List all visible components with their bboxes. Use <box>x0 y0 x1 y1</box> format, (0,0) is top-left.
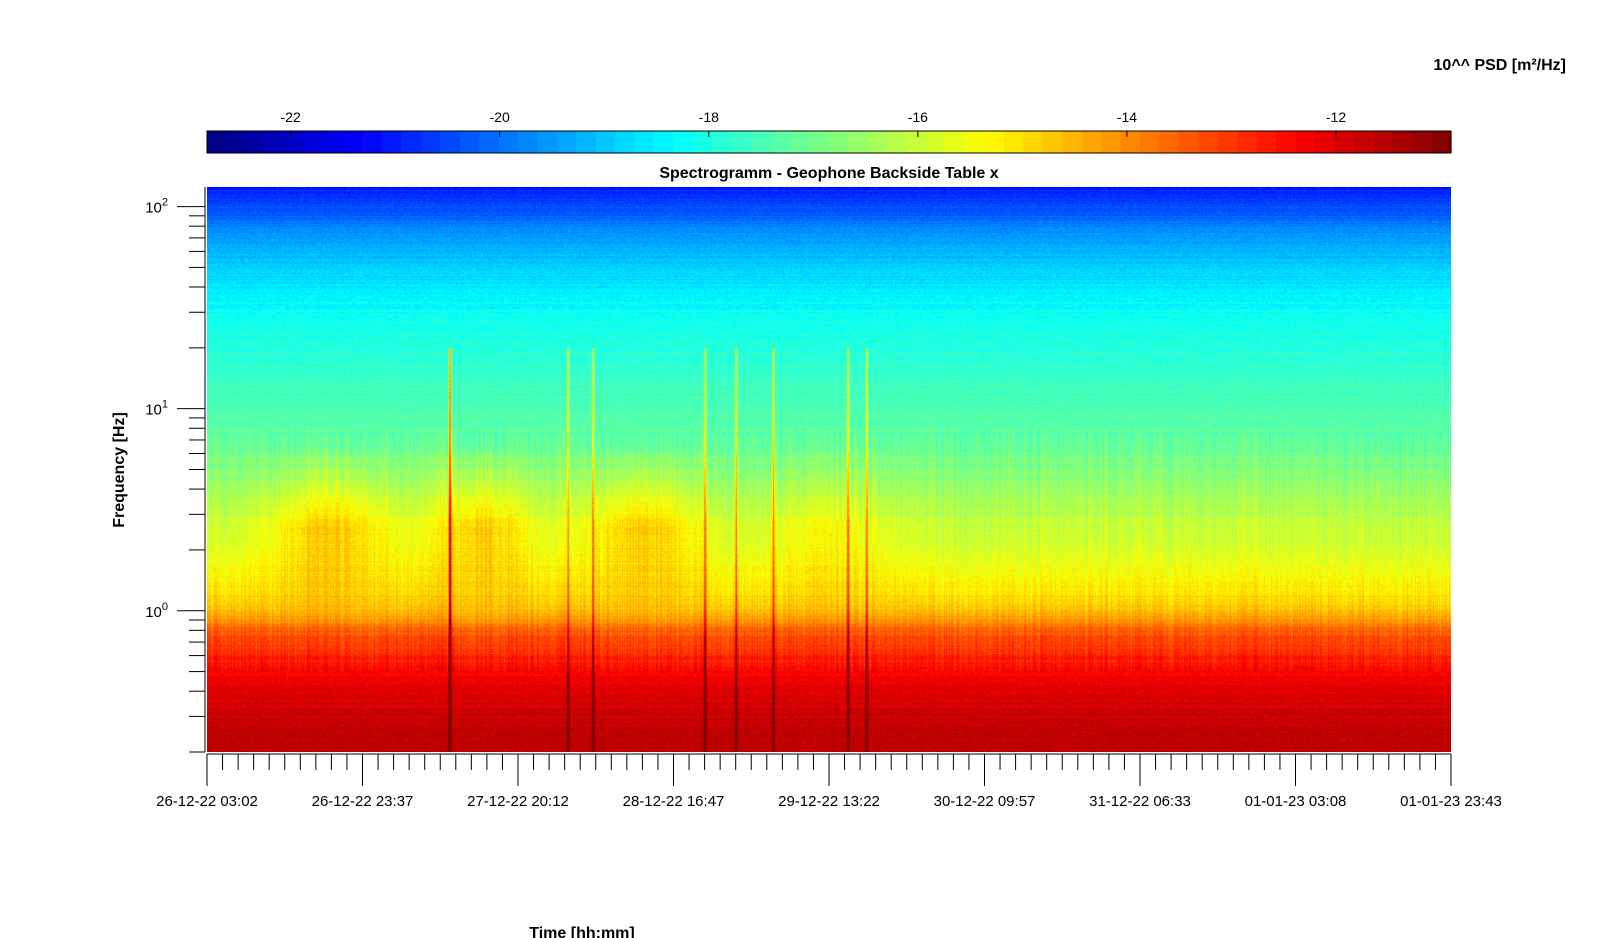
x-tick-label: 01-01-23 03:08 <box>1245 793 1347 810</box>
y-tick-label: 102 <box>145 197 168 217</box>
colorbar-label: 10^^ PSD [m²/Hz] <box>1434 57 1566 74</box>
y-tick-label: 100 <box>145 601 168 621</box>
colorbar-tick-label: -12 <box>1326 109 1346 125</box>
y-axis-label: Frequency [Hz] <box>111 412 128 528</box>
colorbar-tick-label: -16 <box>908 109 928 125</box>
colorbar-tick-label: -20 <box>490 109 510 125</box>
x-axis-label: Time [hh:mm] <box>529 925 634 938</box>
x-axis: 26-12-22 03:02 26-12-22 23:37 27-12-22 20:… <box>156 753 1502 810</box>
chart-title: Spectrogramm - Geophone Backside Table x <box>659 165 998 182</box>
x-tick-label: 31-12-22 06:33 <box>1089 793 1191 810</box>
x-tick-label: 29-12-22 13:22 <box>778 793 880 810</box>
spectrogram-heatmap <box>207 187 1451 752</box>
x-tick-label: 28-12-22 16:47 <box>623 793 725 810</box>
y-tick-label: 101 <box>145 399 168 419</box>
x-tick-label: 26-12-22 23:37 <box>312 793 414 810</box>
x-tick-label: 01-01-23 23:43 <box>1400 793 1502 810</box>
x-tick-label: 30-12-22 09:57 <box>934 793 1036 810</box>
y-axis: 102 101 100 <box>145 187 206 753</box>
colorbar: -22 -20 -18 -16 -14 -12 <box>206 109 1452 154</box>
colorbar-tick-label: -22 <box>281 109 301 125</box>
colorbar-tick-label: -18 <box>699 109 719 125</box>
colorbar-tick-label: -14 <box>1117 109 1137 125</box>
x-tick-label: 27-12-22 20:12 <box>467 793 569 810</box>
x-tick-label: 26-12-22 03:02 <box>156 793 258 810</box>
